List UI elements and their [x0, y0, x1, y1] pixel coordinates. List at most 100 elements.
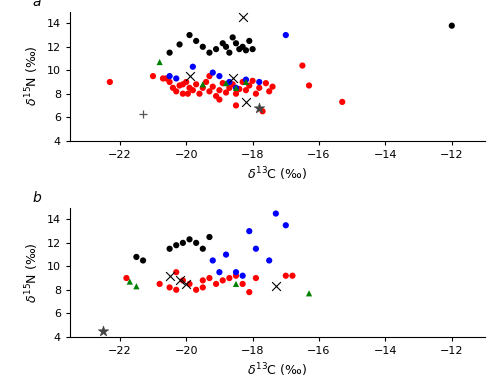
Point: [166, 50, 173, 56]
X-axis label: $\delta^{13}$C (‰): $\delta^{13}$C (‰): [248, 165, 308, 183]
Point: [248, 46, 256, 52]
Point: [156, 281, 164, 287]
Point: [238, 281, 246, 287]
Point: [226, 79, 234, 85]
Point: [156, 59, 164, 65]
Point: [448, 22, 456, 29]
Point: [186, 32, 194, 38]
Point: [255, 104, 263, 111]
Point: [282, 222, 290, 228]
Point: [122, 275, 130, 281]
Point: [265, 257, 273, 264]
Point: [199, 81, 207, 87]
Point: [192, 81, 200, 87]
Point: [252, 91, 260, 97]
Point: [189, 63, 197, 70]
Point: [166, 284, 173, 291]
Point: [252, 246, 260, 252]
Point: [216, 87, 224, 93]
Point: [186, 281, 194, 287]
Point: [206, 88, 214, 94]
Point: [238, 44, 246, 50]
Y-axis label: $\delta^{15}$N (‰): $\delta^{15}$N (‰): [24, 46, 42, 106]
Point: [196, 91, 203, 97]
Point: [212, 281, 220, 287]
Point: [232, 40, 240, 46]
Point: [272, 211, 280, 217]
Point: [216, 96, 224, 103]
Point: [288, 272, 296, 279]
Point: [255, 85, 263, 91]
Point: [232, 102, 240, 108]
Point: [172, 269, 180, 275]
Point: [226, 50, 234, 56]
Point: [166, 73, 173, 79]
Point: [162, 75, 170, 82]
Point: [232, 85, 240, 91]
Point: [238, 14, 246, 21]
Point: [169, 85, 177, 91]
Point: [199, 85, 207, 91]
Point: [186, 73, 194, 79]
Point: [228, 81, 236, 87]
Point: [192, 240, 200, 246]
Point: [212, 46, 220, 52]
Point: [242, 77, 250, 83]
Point: [238, 79, 246, 85]
Point: [209, 257, 217, 264]
Point: [242, 99, 250, 105]
Point: [248, 78, 256, 84]
Point: [139, 111, 147, 117]
Point: [199, 246, 207, 252]
Point: [232, 272, 240, 279]
Point: [206, 275, 214, 281]
Point: [236, 46, 244, 52]
Point: [222, 80, 230, 86]
Point: [216, 73, 224, 79]
Point: [232, 85, 240, 91]
Point: [218, 40, 226, 46]
Point: [216, 269, 224, 275]
Point: [282, 32, 290, 38]
Point: [242, 47, 250, 53]
Point: [106, 79, 114, 85]
Point: [228, 34, 236, 41]
Point: [246, 82, 254, 89]
Text: b: b: [32, 191, 42, 205]
Point: [272, 283, 280, 289]
Point: [199, 44, 207, 50]
Point: [232, 91, 240, 97]
Point: [246, 289, 254, 295]
Point: [132, 254, 140, 260]
Point: [166, 272, 173, 279]
Point: [228, 75, 236, 82]
Point: [176, 41, 184, 48]
Point: [222, 44, 230, 50]
Point: [222, 89, 230, 96]
Point: [218, 80, 226, 86]
Point: [212, 93, 220, 99]
Point: [179, 277, 187, 284]
Point: [179, 81, 187, 87]
Point: [199, 277, 207, 284]
Point: [232, 269, 240, 275]
Point: [172, 88, 180, 94]
Y-axis label: $\delta^{15}$N (‰): $\delta^{15}$N (‰): [24, 242, 42, 303]
Point: [182, 281, 190, 287]
Point: [252, 275, 260, 281]
Point: [265, 88, 273, 94]
Point: [192, 38, 200, 44]
Point: [246, 38, 254, 44]
Point: [206, 50, 214, 56]
Point: [172, 75, 180, 82]
Point: [139, 257, 147, 264]
Point: [282, 272, 290, 279]
Point: [236, 86, 244, 92]
Point: [186, 85, 194, 91]
Point: [258, 108, 266, 115]
Point: [262, 80, 270, 86]
Text: a: a: [32, 0, 41, 9]
Point: [132, 283, 140, 289]
Point: [182, 79, 190, 85]
Point: [298, 62, 306, 68]
